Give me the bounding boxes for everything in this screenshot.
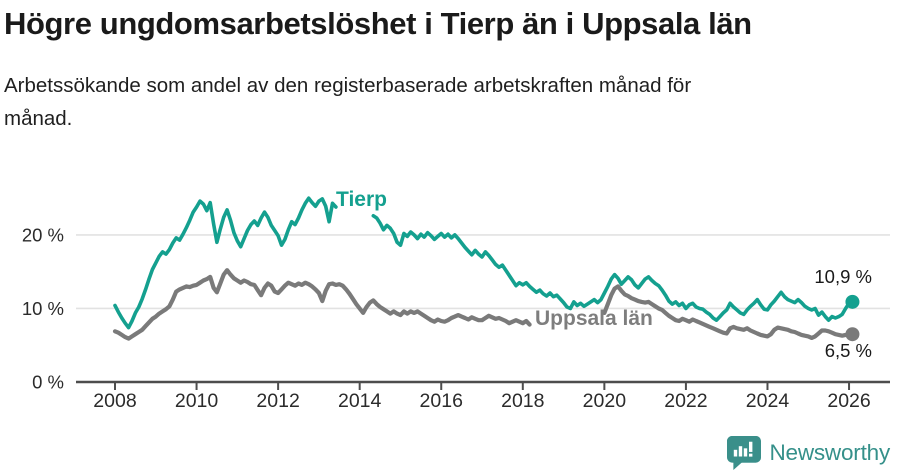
series-line-tierp — [113, 196, 855, 330]
x-tick-label: 2016 — [420, 390, 463, 412]
page-title: Högre ungdomsarbetslöshet i Tierp än i U… — [4, 6, 752, 41]
grid-layer: 0 % 10 % 20 % — [22, 224, 890, 393]
series-line-uppsala — [112, 268, 855, 341]
series-label-tierp: Tierp — [336, 188, 387, 211]
y-tick-label: 10 % — [22, 298, 64, 319]
end-value-label-tierp: 10,9 % — [814, 266, 872, 287]
x-tick-label: 2018 — [501, 390, 544, 412]
series-label-uppsala: Uppsala län — [535, 307, 653, 330]
y-tick-label: 0 % — [32, 372, 64, 393]
x-tick-label: 2020 — [583, 390, 627, 412]
x-tick-label: 2010 — [175, 390, 219, 412]
end-dot-tierp — [845, 294, 860, 309]
newsworthy-logo[interactable]: Newsworthy — [727, 436, 890, 470]
x-tick-label: 2008 — [93, 390, 136, 412]
x-tick-label: 2026 — [827, 390, 870, 412]
brand-name: Newsworthy — [769, 440, 890, 465]
x-tick-label: 2012 — [256, 390, 299, 412]
newsworthy-bar-chart-bubble-icon — [727, 436, 762, 470]
series-layer — [112, 196, 860, 342]
end-value-label-uppsala: 6,5 % — [824, 340, 872, 361]
y-tick-label: 20 % — [22, 224, 64, 245]
end-dot-uppsala — [845, 327, 860, 342]
x-axis: 2008 2010 2012 2014 2016 2018 2020 2022 2024 2026 — [76, 380, 890, 412]
x-tick-label: 2022 — [664, 390, 707, 412]
x-tick-label: 2014 — [338, 390, 382, 412]
x-tick-label: 2024 — [746, 390, 790, 412]
chart-subtitle: Arbetssökande som andel av den registerb… — [4, 74, 692, 130]
